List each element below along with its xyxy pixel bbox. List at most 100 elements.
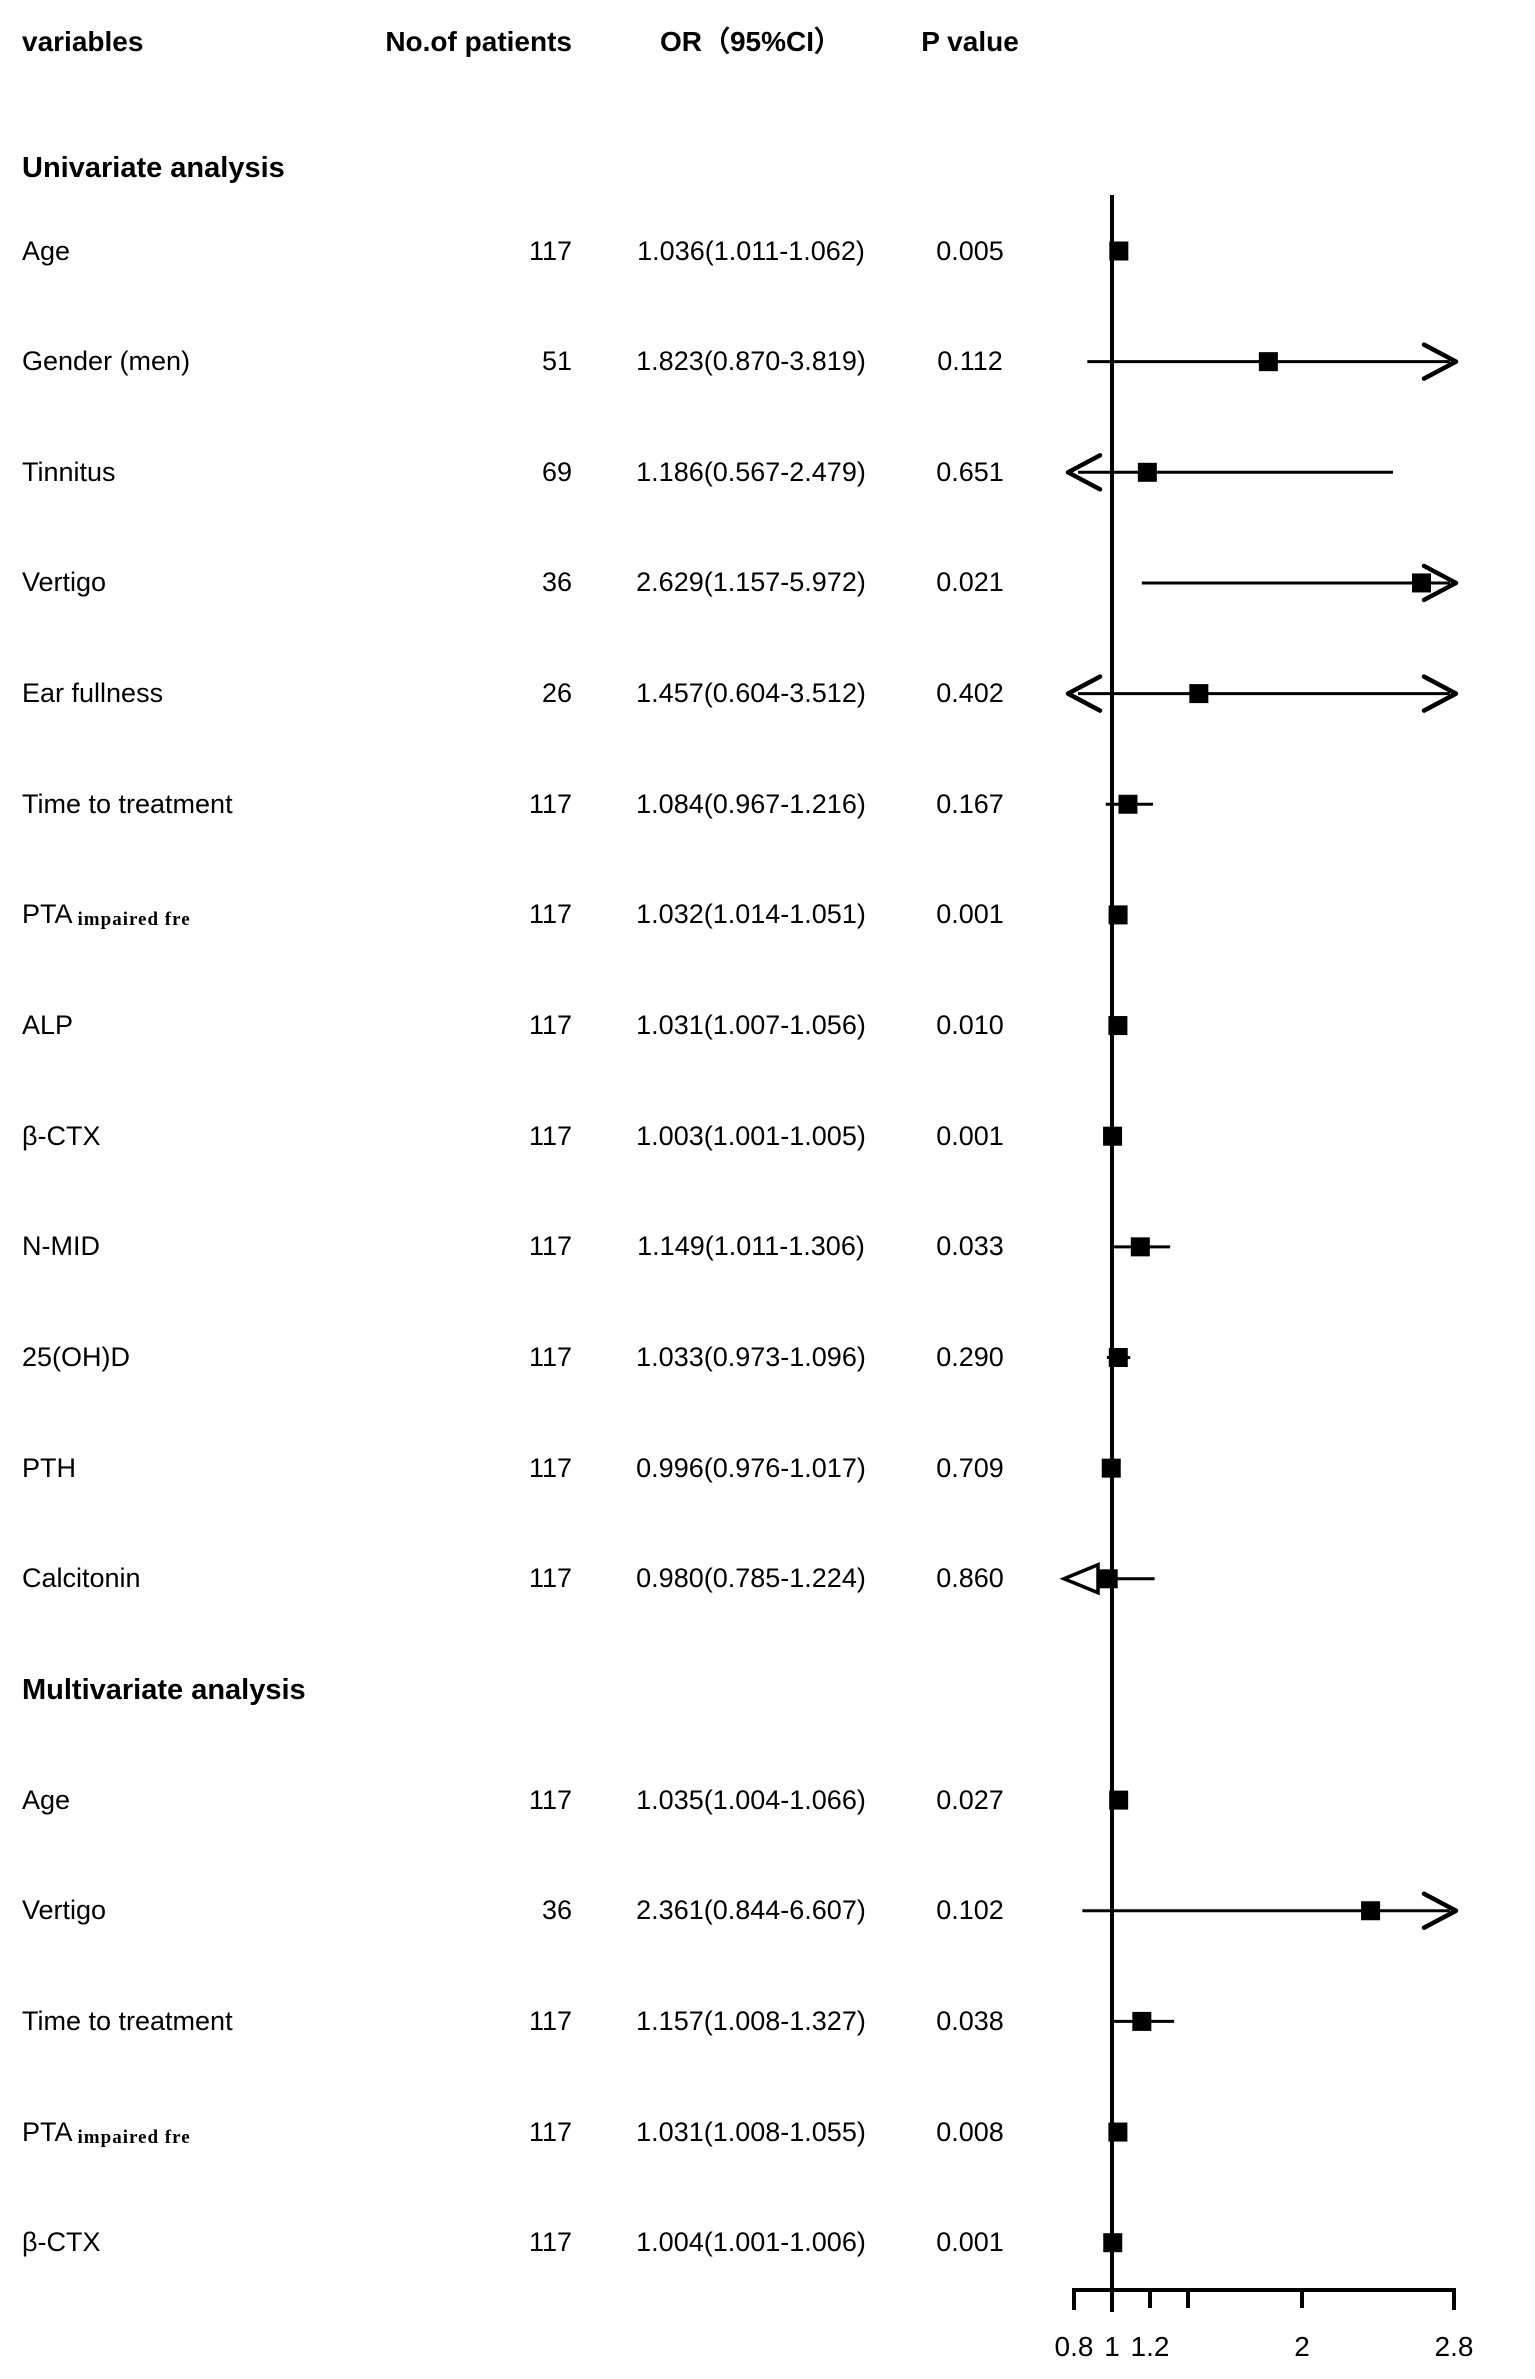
- patients-count: 117: [528, 899, 572, 930]
- p-value: 0.709: [936, 1452, 1004, 1483]
- variable-label: N-MID: [22, 1231, 100, 1262]
- variable-label: PTH: [22, 1452, 76, 1483]
- section-title-univariate: Univariate analysis: [22, 151, 285, 184]
- variable-label: β-CTX: [22, 2227, 101, 2258]
- or-marker: [1118, 794, 1138, 814]
- or-ci-value: 1.031(1.008-1.055): [636, 2116, 866, 2147]
- variable-label: ALP: [22, 1010, 74, 1041]
- variable-label: Vertigo: [22, 567, 107, 598]
- patients-count: 117: [528, 1452, 572, 1483]
- patients-count: 117: [528, 2005, 572, 2036]
- p-value: 0.038: [936, 2005, 1004, 2036]
- or-marker: [1137, 462, 1157, 482]
- or-ci-value: 1.186(0.567-2.479): [636, 456, 866, 487]
- or-marker: [1101, 1458, 1121, 1478]
- patients-count: 117: [528, 2227, 572, 2258]
- patients-count: 117: [528, 1010, 572, 1041]
- patients-count: 117: [528, 1231, 572, 1262]
- or-ci-value: 1.004(1.001-1.006): [636, 2227, 866, 2258]
- patients-count: 117: [528, 1342, 572, 1372]
- p-value: 0.010: [936, 1010, 1004, 1041]
- p-value: 0.402: [936, 678, 1004, 709]
- patients-count: 117: [528, 235, 572, 266]
- variable-label: PTA impaired fre: [22, 2116, 191, 2148]
- or-marker: [1108, 1348, 1128, 1367]
- or-ci-value: 1.031(1.007-1.056): [636, 1010, 866, 1041]
- variable-label: β-CTX: [22, 1120, 101, 1151]
- or-ci-value: 2.629(1.157-5.972): [636, 567, 866, 598]
- ci-arrow-left-icon: [1065, 674, 1103, 713]
- p-value: 0.033: [936, 1231, 1004, 1262]
- variable-label: Vertigo: [22, 1895, 107, 1926]
- column-header-or-ci: OR（95%CI）: [659, 26, 843, 57]
- p-value: 0.027: [936, 1784, 1004, 1815]
- or-marker: [1130, 1237, 1150, 1257]
- or-marker: [1412, 573, 1432, 593]
- patients-count: 26: [541, 678, 572, 709]
- patients-count: 117: [528, 788, 572, 819]
- ci-arrow-right-icon: [1421, 674, 1459, 713]
- p-value: 0.102: [936, 1895, 1004, 1926]
- variable-label: Calcitonin: [22, 1563, 141, 1594]
- variable-label: 25(OH)D: [22, 1342, 131, 1372]
- variable-label: Gender (men): [22, 346, 191, 377]
- or-marker: [1361, 1901, 1381, 1921]
- or-marker: [1103, 2233, 1123, 2253]
- x-axis-tick-label: 2: [1294, 2331, 1310, 2362]
- or-marker: [1132, 2011, 1152, 2031]
- x-axis-tick-label: 2.8: [1435, 2331, 1474, 2362]
- variable-label-subscript: impaired fre: [77, 2126, 191, 2148]
- p-value: 0.001: [936, 899, 1004, 930]
- variable-label: Tinnitus: [22, 456, 116, 487]
- or-ci-value: 0.996(0.976-1.017): [636, 1452, 866, 1483]
- variable-label: Age: [22, 235, 71, 266]
- x-axis-tick-label: 1: [1104, 2331, 1120, 2362]
- p-value: 0.112: [937, 346, 1003, 377]
- patients-count: 117: [528, 1120, 572, 1151]
- ci-arrow-right-icon: [1421, 563, 1459, 603]
- variable-label: Age: [22, 1784, 71, 1815]
- ci-arrow-right-icon: [1421, 1891, 1459, 1930]
- section-title-multivariate: Multivariate analysis: [22, 1673, 306, 1706]
- or-marker: [1108, 1016, 1128, 1036]
- column-header-p-value: P value: [921, 26, 1019, 57]
- p-value: 0.651: [936, 456, 1004, 487]
- or-ci-value: 1.457(0.604-3.512): [636, 678, 866, 709]
- variable-label: Ear fullness: [22, 678, 164, 709]
- or-ci-value: 1.149(1.011-1.306): [637, 1231, 865, 1262]
- or-ci-value: 1.084(0.967-1.216): [636, 788, 866, 819]
- p-value: 0.001: [936, 2227, 1004, 2258]
- or-ci-value: 1.823(0.870-3.819): [636, 346, 866, 377]
- patients-count: 36: [541, 567, 572, 598]
- x-axis-tick-label: 1.2: [1131, 2331, 1170, 2362]
- p-value: 0.167: [936, 788, 1004, 819]
- variable-label: PTA impaired fre: [22, 899, 191, 931]
- patients-count: 69: [541, 456, 572, 487]
- or-marker: [1108, 2122, 1128, 2142]
- x-axis-tick-label: 0.8: [1055, 2331, 1094, 2362]
- patients-count: 117: [528, 1563, 572, 1594]
- x-axis: [1072, 2288, 1456, 2310]
- or-ci-value: 1.157(1.008-1.327): [636, 2005, 866, 2036]
- or-marker: [1103, 1126, 1123, 1146]
- ci-arrow-left-icon: [1065, 453, 1103, 492]
- patients-count: 51: [541, 346, 572, 377]
- or-ci-value: 1.033(0.973-1.096): [636, 1342, 866, 1372]
- or-marker: [1189, 684, 1209, 704]
- or-marker: [1258, 352, 1278, 372]
- variable-label: Time to treatment: [22, 2005, 233, 2036]
- column-header-patients: No.of patients: [385, 26, 572, 57]
- p-value: 0.860: [936, 1563, 1004, 1594]
- or-marker: [1109, 1790, 1129, 1810]
- patients-count: 117: [528, 2116, 572, 2147]
- p-value: 0.021: [936, 567, 1004, 598]
- ci-arrow-left-hollow-icon: [1059, 1562, 1100, 1596]
- variable-label: Time to treatment: [22, 788, 233, 819]
- p-value: 0.001: [936, 1120, 1004, 1151]
- or-marker: [1108, 905, 1128, 925]
- patients-count: 36: [541, 1895, 572, 1926]
- or-marker: [1098, 1569, 1118, 1589]
- ci-arrow-right-icon: [1421, 342, 1459, 381]
- or-ci-value: 1.003(1.001-1.005): [636, 1120, 866, 1151]
